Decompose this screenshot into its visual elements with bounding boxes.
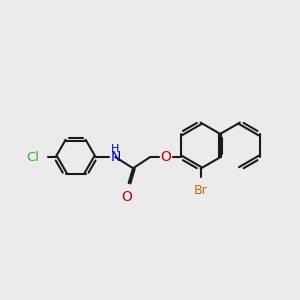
Text: H: H <box>111 144 120 154</box>
Text: Br: Br <box>194 184 208 197</box>
Text: N: N <box>110 150 121 164</box>
Text: O: O <box>160 150 171 164</box>
Text: O: O <box>122 190 133 204</box>
Text: Cl: Cl <box>26 151 39 164</box>
